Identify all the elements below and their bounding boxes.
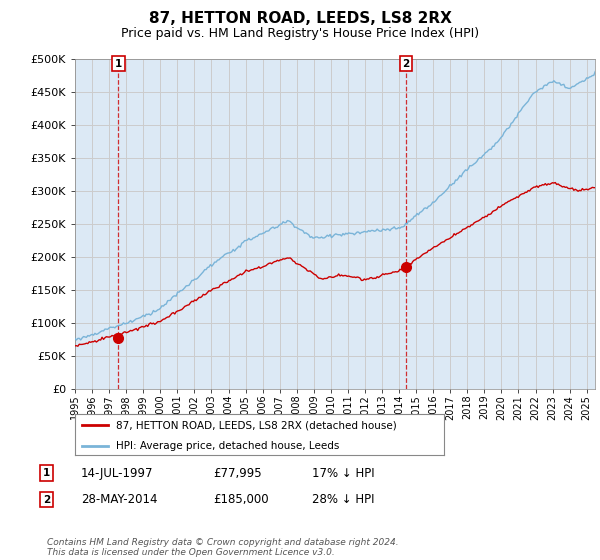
Text: £185,000: £185,000 xyxy=(213,493,269,506)
Text: Contains HM Land Registry data © Crown copyright and database right 2024.
This d: Contains HM Land Registry data © Crown c… xyxy=(47,538,398,557)
Text: £77,995: £77,995 xyxy=(213,466,262,480)
Text: 17% ↓ HPI: 17% ↓ HPI xyxy=(312,466,374,480)
Text: 28-MAY-2014: 28-MAY-2014 xyxy=(81,493,157,506)
Text: 2: 2 xyxy=(403,59,410,69)
Text: 2: 2 xyxy=(43,494,50,505)
Text: 87, HETTON ROAD, LEEDS, LS8 2RX (detached house): 87, HETTON ROAD, LEEDS, LS8 2RX (detache… xyxy=(116,421,397,430)
Text: 14-JUL-1997: 14-JUL-1997 xyxy=(81,466,154,480)
Text: Price paid vs. HM Land Registry's House Price Index (HPI): Price paid vs. HM Land Registry's House … xyxy=(121,27,479,40)
Text: 28% ↓ HPI: 28% ↓ HPI xyxy=(312,493,374,506)
Text: 1: 1 xyxy=(43,468,50,478)
Text: 1: 1 xyxy=(115,59,122,69)
Text: 87, HETTON ROAD, LEEDS, LS8 2RX: 87, HETTON ROAD, LEEDS, LS8 2RX xyxy=(149,11,451,26)
Text: HPI: Average price, detached house, Leeds: HPI: Average price, detached house, Leed… xyxy=(116,441,339,451)
